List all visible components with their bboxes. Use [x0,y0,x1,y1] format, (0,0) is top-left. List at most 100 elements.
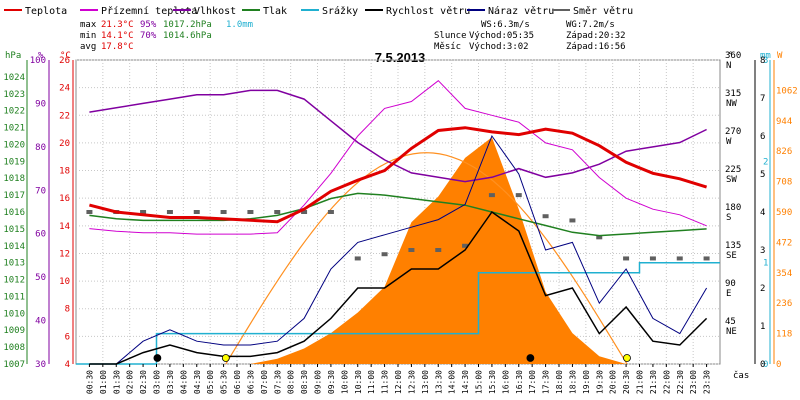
series-solar-theoretical [225,152,628,365]
point-wind-direction [301,210,308,214]
tick-direction: 270 [725,127,741,137]
x-tick-label: 18:30 [568,370,577,394]
data-series [76,80,720,365]
tick-solar: 708 [776,178,792,188]
x-tick-label: 17:30 [542,370,551,394]
chart-title: 7.5.2013 [375,50,426,65]
tick-humidity: 70 [35,186,46,196]
stat-moon-set: Západ:16:56 [566,42,626,52]
x-tick-label: 04:30 [193,370,202,394]
tick-temperature: 10 [59,277,70,287]
legend-label-wind: Rychlost větru [386,5,470,17]
stat-avg-label: avg [80,42,96,52]
tick-solar: 826 [776,147,792,157]
x-tick-label: 09:30 [327,370,336,394]
x-tick-label: 01:30 [112,370,121,394]
tick-pressure: 1014 [3,242,25,252]
stat-min-label: min [80,31,96,41]
tick-temperature: 20 [59,139,70,149]
x-tick-label: 15:30 [488,370,497,394]
x-tick-label: 11:30 [381,370,390,394]
tick-direction-label: NE [726,327,737,337]
x-tick-label: 11:00 [367,370,376,394]
x-tick-label: 17:00 [528,370,537,394]
tick-wind: 2 [760,284,765,294]
tick-rain: 2 [763,157,768,167]
x-tick-label: 15:00 [475,370,484,394]
tick-wind: 6 [760,132,765,142]
tick-direction: 45 [725,317,736,327]
tick-temperature: 22 [59,111,70,121]
tick-solar: 118 [776,330,792,340]
tick-humidity: 50 [35,273,46,283]
unit-pct: % [38,51,44,61]
point-wind-direction [488,193,495,198]
point-wind-direction [649,256,656,261]
point-wind-direction [408,248,415,252]
tick-temperature: 6 [65,332,70,342]
tick-temperature: 24 [59,84,70,94]
x-tick-label: 02:00 [126,370,135,394]
tick-direction-label: SE [726,251,737,261]
tick-humidity: 80 [35,143,46,153]
legend-label-ground: Přízemní teplota [101,5,197,17]
x-tick-label: 23:30 [703,370,712,394]
legend-label-hum: Vlhkost [194,6,236,17]
stat-moon-rise: Východ:3:02 [469,42,529,52]
x-tick-label: 21:00 [636,370,645,394]
legend-label-temp: Teplota [25,6,67,17]
stat-sun-label: Slunce [434,31,467,41]
point-wind-direction [703,256,710,261]
tick-pressure: 1017 [3,191,25,201]
tick-humidity: 60 [35,230,46,240]
tick-pressure: 1024 [3,73,25,83]
tick-pressure: 1023 [3,90,25,100]
marker-moonset [526,354,535,362]
tick-wind: 3 [760,246,765,256]
legend-label-rain: Srážky [322,5,358,17]
x-tick-label: 19:30 [595,370,604,394]
x-tick-label: 08:00 [287,370,296,394]
tick-direction-label: W [726,137,732,147]
tick-solar: 472 [776,238,792,248]
tick-temperature: 4 [65,360,70,370]
tick-wind: 8 [760,56,765,66]
x-tick-label: 13:30 [434,370,443,394]
stat-max-label: max [80,20,97,30]
tick-pressure: 1020 [3,140,25,150]
point-wind-direction [140,210,147,214]
stat-wg: WG:7.2m/s [566,20,615,30]
x-tick-label: 06:30 [246,370,255,394]
tick-pressure: 1018 [3,174,25,184]
tick-wind: 0 [760,360,765,370]
x-tick-label: 12:00 [394,370,403,394]
x-tick-label: 23:00 [689,370,698,394]
unit-mm: mm [760,51,771,61]
tick-wind: 4 [760,208,765,218]
tick-direction: 360 [725,51,741,61]
x-tick-label: 05:00 [206,370,215,394]
tick-direction-label: SW [726,175,737,185]
point-wind-direction [247,210,254,214]
tick-humidity: 90 [35,99,46,109]
stat-moon-label: Měsíc [434,42,461,52]
series-pressure [89,192,707,237]
stat-rain: 1.0mm [226,20,253,30]
point-wind-direction [596,235,603,240]
point-wind-direction [220,210,227,214]
tick-direction-label: E [726,289,731,299]
x-tick-label: 09:00 [314,370,323,394]
x-tick-label: 03:00 [153,370,162,394]
tick-direction-label: NW [726,99,737,109]
point-wind-direction [569,218,576,223]
legend-label-gust: Náraz větru [488,5,554,17]
stat-min-temp: 14.1°C [101,31,134,41]
tick-solar: 944 [776,117,792,127]
x-tick-label: 22:30 [676,370,685,394]
tick-temperature: 14 [59,222,70,232]
point-wind-direction [354,256,361,261]
tick-solar: 0 [776,360,781,370]
tick-pressure: 1019 [3,157,25,167]
